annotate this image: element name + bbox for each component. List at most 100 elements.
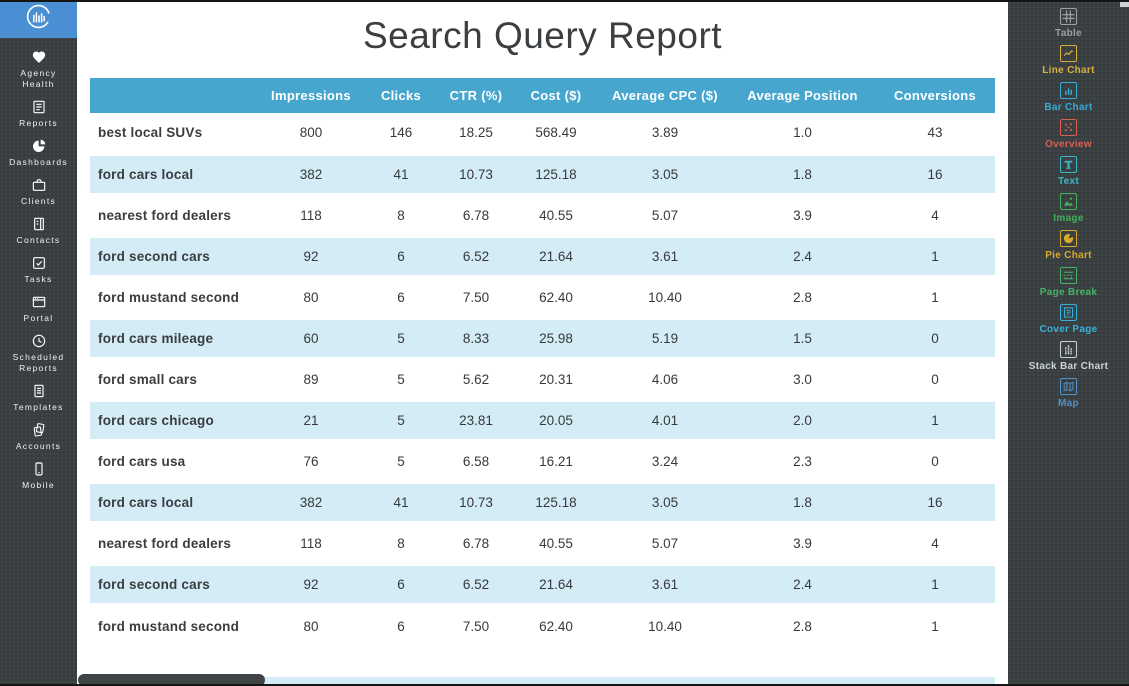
metric-cell: 2.4 (730, 562, 875, 607)
metric-cell: 1.0 (793, 125, 812, 140)
sidebar-item-templates[interactable]: Templates (3, 383, 74, 413)
metric-cell: 76 (303, 454, 319, 469)
metric-cell: 41 (362, 152, 440, 197)
browser-icon (31, 294, 47, 310)
table-row: nearest ford dealers 118 8 6.78 40.55 5.07 3.9… (90, 523, 995, 564)
metric-cell: 2.8 (793, 290, 812, 305)
metric-cell: 8 (397, 208, 405, 223)
widget-map[interactable]: Map (1008, 378, 1129, 409)
sidebar-item-clients[interactable]: Clients (3, 177, 74, 207)
metric-cell: 3.61 (600, 234, 730, 279)
metric-cell: 40.55 (539, 536, 573, 551)
metric-cell: 10.40 (648, 290, 682, 305)
metric-cell: 118 (300, 208, 322, 223)
sidebar-item-dashboards[interactable]: Dashboards (3, 138, 74, 168)
query-cell: ford cars usa (98, 454, 186, 469)
table-row: nearest ford dealers 118 8 6.78 40.55 5.07 3.9… (90, 195, 995, 236)
column-header-conversions: Conversions (875, 78, 995, 113)
sidebar-item-reports[interactable]: Reports (3, 99, 74, 129)
metric-cell: 382 (260, 480, 362, 525)
metric-cell: 3.24 (651, 454, 679, 469)
partial-next-row (90, 677, 995, 686)
widget-stack-bar-chart[interactable]: Stack Bar Chart (1008, 341, 1129, 372)
metric-cell: 6.78 (462, 208, 490, 223)
metric-cell: 4 (931, 536, 939, 551)
query-cell: ford second cars (90, 562, 260, 607)
sidebar-item-scheduled-reports[interactable]: Scheduled Reports (3, 333, 74, 374)
sidebar-item-agency-health[interactable]: Agency Health (3, 49, 74, 90)
metric-cell: 6 (362, 562, 440, 607)
widget-bar-chart[interactable]: Bar Chart (1008, 82, 1129, 113)
bar-chart-circle-logo-icon (25, 3, 52, 35)
widget-label: Overview (1045, 139, 1092, 150)
metric-cell: 18.25 (459, 125, 493, 140)
metric-cell: 5 (362, 316, 440, 361)
window-frame-top (0, 0, 1129, 2)
sidebar-item-mobile[interactable]: Mobile (3, 461, 74, 491)
column-header-ctr: CTR (%) (440, 78, 512, 113)
widget-image[interactable]: Image (1008, 193, 1129, 224)
column-header-cost: Cost ($) (512, 78, 600, 113)
widget-overview[interactable]: Overview (1008, 119, 1129, 150)
search-query-table[interactable]: Impressions Clicks CTR (%) Cost ($) Average … (90, 78, 995, 646)
app-logo[interactable] (0, 0, 77, 38)
horizontal-scrollbar-thumb[interactable] (78, 674, 265, 686)
metric-cell: 80 (303, 619, 319, 634)
widget-palette: Table Line Chart Bar Chart Overview Text Imag… (1008, 8, 1129, 409)
metric-cell: 5.07 (651, 536, 679, 551)
sidebar-item-accounts[interactable]: Accounts (3, 422, 74, 452)
metric-cell: 125.18 (512, 480, 600, 525)
sidebar-item-label: Tasks (24, 274, 53, 284)
widget-page-break[interactable]: Page Break (1008, 267, 1129, 298)
map-icon (1060, 378, 1077, 395)
widget-text[interactable]: Text (1008, 156, 1129, 187)
metric-cell: 10.40 (648, 619, 682, 634)
metric-cell: 3.9 (793, 536, 812, 551)
sidebar-item-contacts[interactable]: Contacts (3, 216, 74, 246)
metric-cell: 60 (260, 316, 362, 361)
metric-cell: 7.50 (462, 290, 490, 305)
metric-cell: 21.64 (512, 562, 600, 607)
query-cell: ford cars chicago (90, 398, 260, 443)
metric-cell: 5.19 (600, 316, 730, 361)
column-header-impressions: Impressions (260, 78, 362, 113)
metric-cell: 62.40 (539, 619, 573, 634)
metric-cell: 382 (260, 152, 362, 197)
metric-cell: 6 (397, 290, 405, 305)
widget-line-chart[interactable]: Line Chart (1008, 45, 1129, 76)
sidebar-item-portal[interactable]: Portal (3, 294, 74, 324)
metric-cell: 6 (397, 619, 405, 634)
line-chart-icon (1060, 45, 1077, 62)
query-cell: best local SUVs (98, 125, 203, 140)
widget-pie-chart[interactable]: Pie Chart (1008, 230, 1129, 261)
metric-cell: 92 (260, 234, 362, 279)
metric-cell: 2.4 (730, 234, 875, 279)
sidebar-item-tasks[interactable]: Tasks (3, 255, 74, 285)
widget-label: Page Break (1039, 287, 1098, 298)
metric-cell: 2.0 (730, 398, 875, 443)
metric-cell: 89 (303, 372, 319, 387)
widget-table[interactable]: Table (1008, 8, 1129, 39)
table-row: ford second cars 92 6 6.52 21.64 3.61 2.4 1 (90, 562, 995, 607)
left-sidebar: Agency Health Reports Dashboards Clients Con… (0, 0, 77, 686)
table-row: ford mustand second 80 6 7.50 62.40 10.40 2.8 1 (90, 277, 995, 318)
query-cell: ford mustand second (98, 290, 240, 305)
table-row: ford cars local 382 41 10.73 125.18 3.05 1.8 16 (90, 480, 995, 525)
metric-cell: 6.78 (462, 536, 490, 551)
metric-cell: 1 (931, 290, 939, 305)
widget-label: Cover Page (1039, 324, 1098, 335)
widget-label: Bar Chart (1044, 102, 1093, 113)
metric-cell: 10.73 (440, 152, 512, 197)
sidebar-item-label: Accounts (15, 441, 62, 451)
text-icon (1060, 156, 1077, 173)
metric-cell: 10.73 (440, 480, 512, 525)
metric-cell: 7.50 (462, 619, 490, 634)
metric-cell: 5.07 (651, 208, 679, 223)
metric-cell: 25.98 (512, 316, 600, 361)
widget-label: Stack Bar Chart (1028, 361, 1109, 372)
window-frame-bottom (0, 684, 1129, 686)
sidebar-item-label: Clients (20, 196, 57, 206)
metric-cell: 3.89 (651, 125, 679, 140)
table-row: ford cars chicago 21 5 23.81 20.05 4.01 2.0 1 (90, 398, 995, 443)
widget-cover-page[interactable]: Cover Page (1008, 304, 1129, 335)
